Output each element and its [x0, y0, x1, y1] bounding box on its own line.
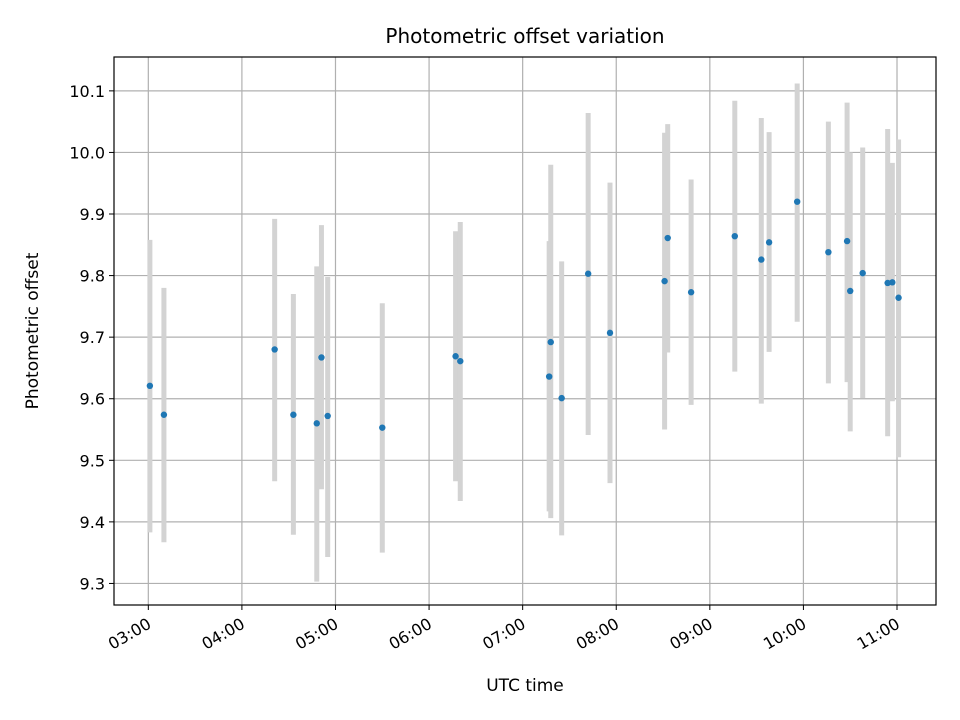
data-point: [884, 279, 891, 287]
data-point: [664, 234, 671, 242]
data-point: [661, 277, 668, 285]
y-tick-label: 9.9: [80, 205, 105, 224]
data-point: [545, 373, 553, 380]
data-point: [452, 353, 459, 360]
y-tick-label: 9.3: [80, 574, 105, 593]
data-point: [793, 198, 801, 205]
y-axis-label: Photometric offset: [23, 252, 43, 409]
data-point: [606, 329, 614, 337]
data-point: [547, 338, 554, 346]
data-point: [847, 287, 854, 295]
data-point: [160, 411, 168, 418]
data-points: [146, 198, 902, 431]
data-point: [731, 232, 738, 240]
y-tick-label: 9.4: [80, 513, 105, 532]
data-point: [313, 420, 320, 427]
data-point: [558, 394, 565, 402]
data-point: [687, 289, 695, 296]
data-point: [457, 357, 464, 365]
data-point: [843, 237, 851, 245]
y-tick-label: 9.8: [80, 267, 105, 286]
data-point: [318, 354, 325, 361]
data-point: [324, 412, 331, 420]
y-tick-label: 10.0: [69, 143, 105, 162]
y-tick-label: 9.7: [80, 328, 105, 347]
data-point: [271, 346, 278, 353]
chart-title: Photometric offset variation: [385, 24, 664, 48]
data-point: [584, 270, 592, 277]
x-axis-label: UTC time: [486, 676, 564, 696]
data-point: [859, 269, 866, 277]
data-point: [379, 424, 386, 431]
data-point: [895, 294, 902, 301]
y-tick-label: 9.5: [80, 451, 105, 470]
grid: [114, 57, 936, 605]
data-point: [765, 239, 773, 246]
plot-frame: [113, 56, 937, 606]
y-tick-label: 10.1: [69, 82, 105, 101]
data-point: [290, 411, 297, 418]
data-point: [758, 256, 765, 263]
data-point: [889, 279, 896, 286]
data-point: [825, 248, 832, 256]
y-tick-label: 9.6: [80, 390, 105, 409]
data-point: [146, 382, 154, 389]
